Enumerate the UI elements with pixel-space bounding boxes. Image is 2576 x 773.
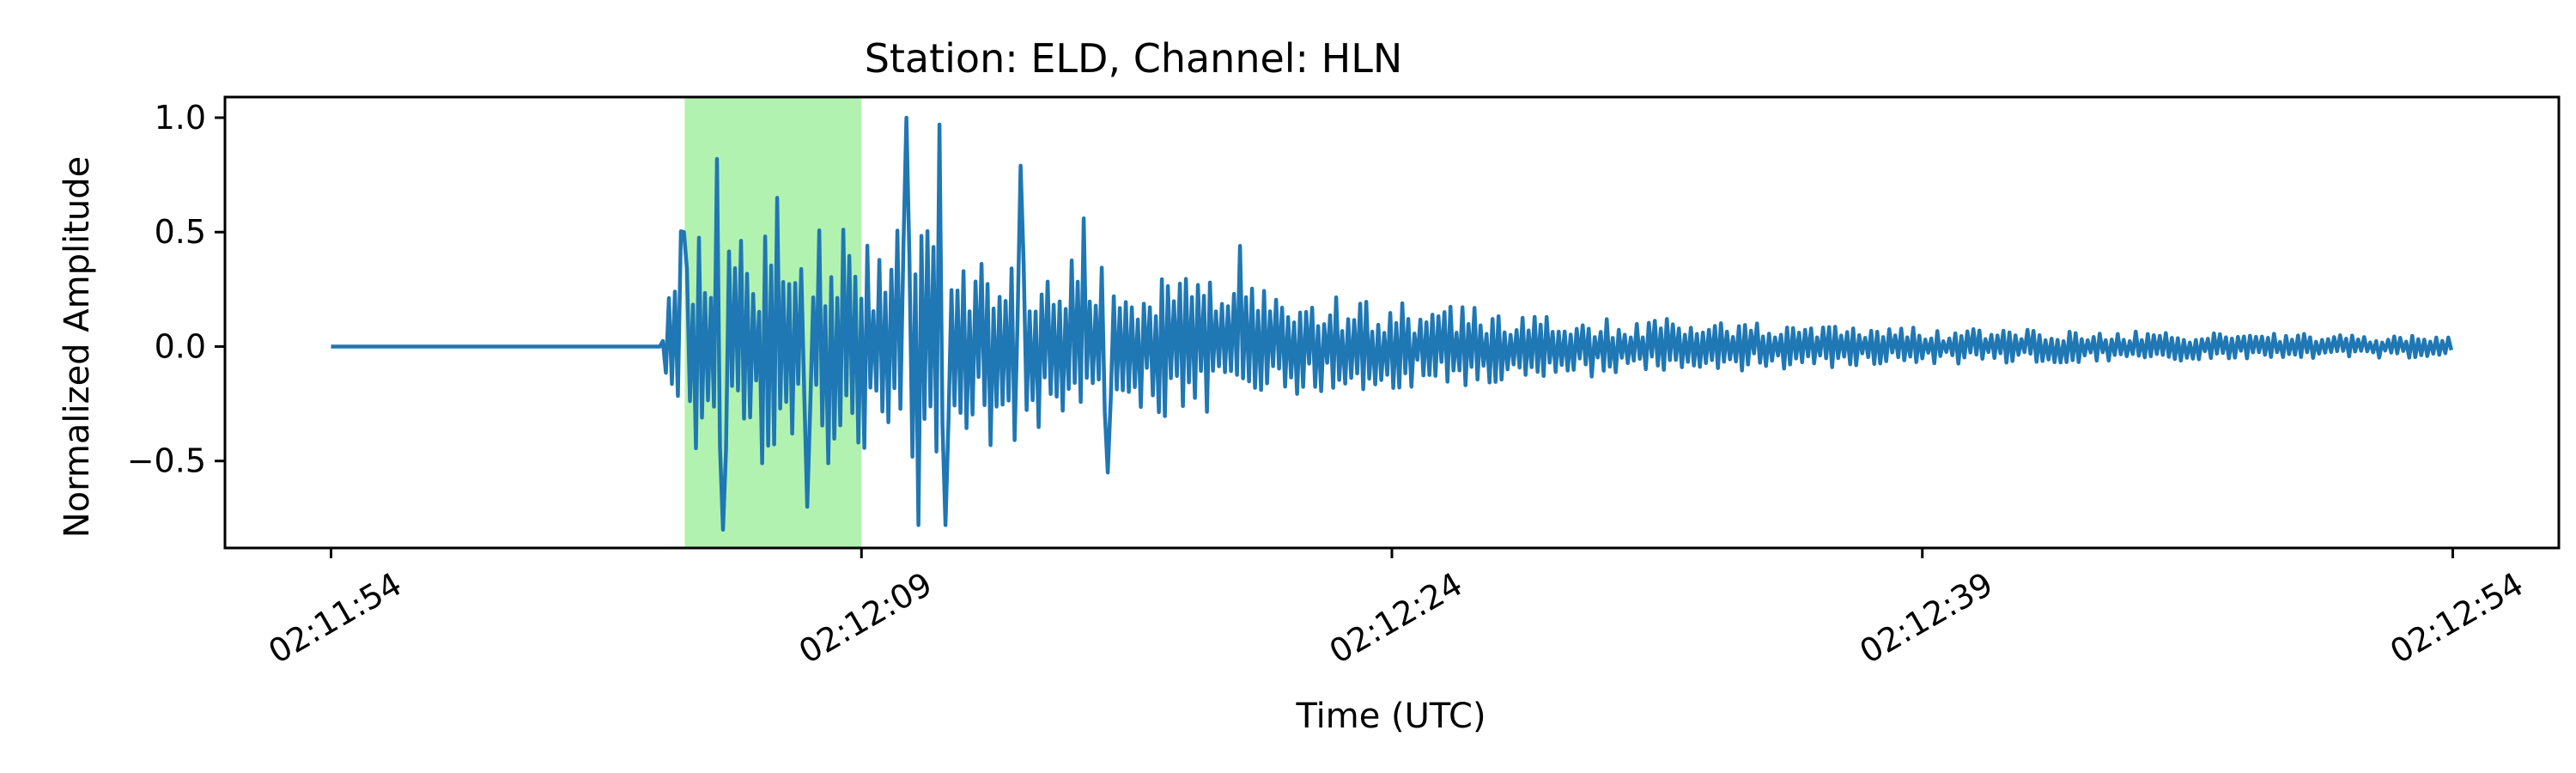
x-axis-label: Time (UTC) bbox=[1295, 697, 1485, 736]
y-axis-label: Normalized Amplitude bbox=[58, 156, 97, 539]
x-tick-label: 02:12:54 bbox=[2384, 565, 2530, 671]
x-axis: 02:11:54 02:12:09 02:12:24 02:12:39 02:12:54 bbox=[262, 548, 2530, 671]
chart-title: Station: ELD, Channel: HLN bbox=[865, 35, 1403, 82]
y-tick-label: −0.5 bbox=[127, 442, 206, 480]
x-tick-label: 02:12:39 bbox=[1853, 565, 1999, 671]
y-tick-label: 0.0 bbox=[155, 327, 206, 365]
y-tick-label: 0.5 bbox=[155, 213, 206, 251]
x-tick-label: 02:12:09 bbox=[793, 565, 939, 671]
x-tick-label: 02:12:24 bbox=[1323, 565, 1469, 671]
y-axis: 1.0 0.5 0.0 −0.5 bbox=[127, 99, 225, 480]
waveform-trace bbox=[331, 115, 2453, 532]
x-tick-label: 02:11:54 bbox=[262, 565, 408, 671]
y-tick-label: 1.0 bbox=[155, 99, 206, 137]
